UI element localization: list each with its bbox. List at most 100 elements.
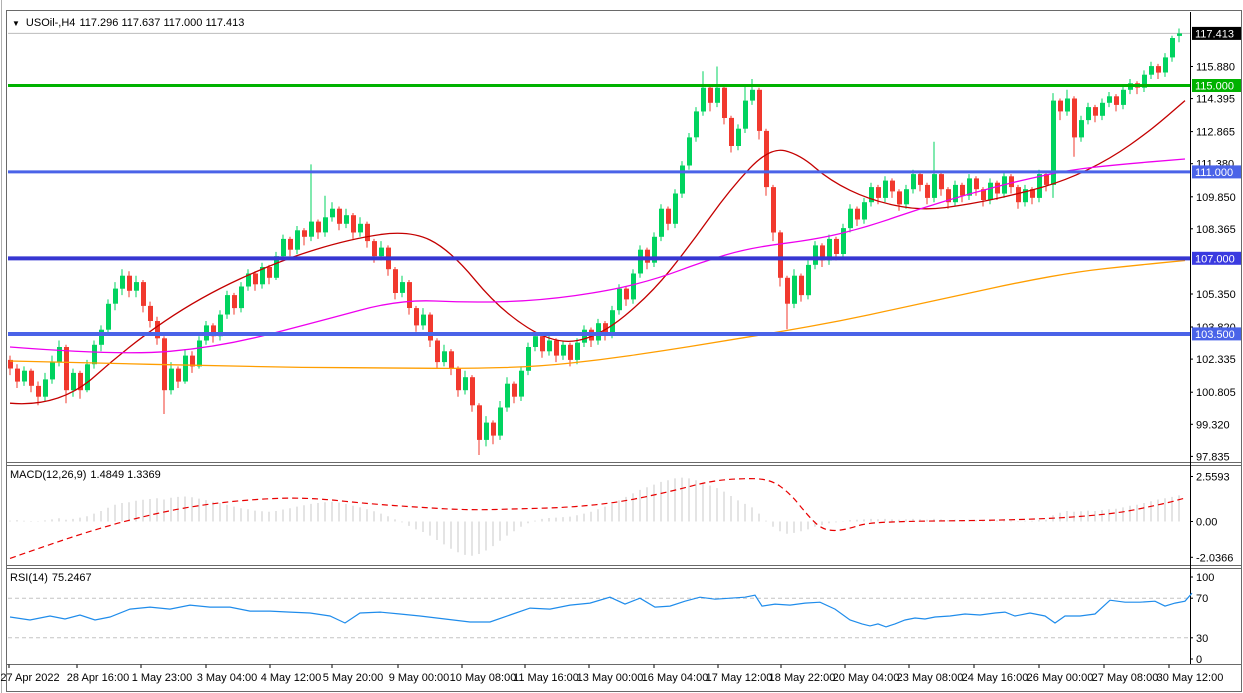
candle xyxy=(295,230,300,250)
chevron-down-icon[interactable]: ▼ xyxy=(12,19,20,28)
candle xyxy=(470,377,475,406)
price-axis-label: 97.835 xyxy=(1196,451,1230,463)
candle xyxy=(715,87,720,103)
candle xyxy=(813,245,818,265)
time-axis-label: 24 May 16:00 xyxy=(962,672,1029,684)
candle xyxy=(722,87,727,118)
candle xyxy=(1121,89,1126,105)
time-axis-label: 28 Apr 16:00 xyxy=(67,672,129,684)
candle xyxy=(554,340,559,356)
candle xyxy=(323,217,328,233)
candle xyxy=(519,370,524,397)
candle xyxy=(183,355,188,382)
candle xyxy=(1142,74,1147,88)
candle xyxy=(883,180,888,198)
time-axis-label: 13 May 00:00 xyxy=(577,672,644,684)
time-axis-label: 3 May 04:00 xyxy=(197,672,258,684)
rsi-axis-label: 0 xyxy=(1196,654,1202,666)
candle xyxy=(414,308,419,326)
candle xyxy=(379,247,384,257)
macd-name: MACD(12,26,9) xyxy=(10,469,87,481)
price-axis-tag xyxy=(1192,26,1241,40)
candle xyxy=(120,275,125,289)
candle xyxy=(967,178,972,196)
candle xyxy=(456,368,461,391)
candle xyxy=(1072,98,1077,138)
candle xyxy=(799,275,804,296)
candle xyxy=(29,370,34,386)
candle xyxy=(1114,96,1119,105)
ma-fast-red xyxy=(9,100,1186,405)
candle xyxy=(974,178,979,190)
candle xyxy=(911,174,916,190)
candle xyxy=(617,288,622,311)
time-axis-label: 17 May 12:00 xyxy=(706,672,773,684)
time-axis-label: 1 May 23:00 xyxy=(132,672,193,684)
ohlc-values: 117.296 117.637 117.000 117.413 xyxy=(79,17,245,29)
candle xyxy=(176,368,181,382)
time-axis-label: 20 May 04:00 xyxy=(833,672,900,684)
candle xyxy=(834,238,839,254)
candle xyxy=(246,273,251,287)
candle xyxy=(638,249,643,274)
candle xyxy=(127,275,132,291)
candle xyxy=(533,336,538,347)
candle xyxy=(1037,174,1042,198)
candle xyxy=(540,336,545,352)
candle xyxy=(785,277,790,304)
candle xyxy=(631,273,636,300)
candle xyxy=(218,314,223,337)
candle xyxy=(92,344,97,365)
candle xyxy=(764,130,769,188)
candle xyxy=(239,286,244,309)
price-axis-label: 115.000 xyxy=(1195,81,1234,93)
symbol-title: USOil-,H4 xyxy=(25,17,76,29)
candle xyxy=(463,377,468,391)
ma-slow-orange xyxy=(9,259,1186,370)
price-axis-label: 111.000 xyxy=(1195,167,1233,179)
candle xyxy=(841,228,846,254)
time-axis-label: 9 May 00:00 xyxy=(389,672,450,684)
candle xyxy=(659,208,664,237)
candle xyxy=(99,329,104,345)
candle xyxy=(36,385,41,397)
candle xyxy=(106,303,111,330)
candle xyxy=(939,174,944,190)
candle xyxy=(372,241,377,257)
candle xyxy=(897,191,902,205)
candle xyxy=(988,182,993,200)
candle xyxy=(757,89,762,131)
candle xyxy=(1170,38,1175,58)
candle xyxy=(421,314,426,326)
candle xyxy=(1149,66,1154,75)
candle xyxy=(64,347,69,391)
candle xyxy=(729,117,734,146)
candle xyxy=(673,193,678,224)
candle xyxy=(435,340,440,363)
candle xyxy=(1163,57,1168,73)
candle xyxy=(1100,102,1105,116)
price-axis-label: 100.805 xyxy=(1196,387,1236,399)
candle xyxy=(337,208,342,224)
time-axis-label: 26 May 00:00 xyxy=(1027,672,1094,684)
candle xyxy=(1107,96,1112,103)
candle xyxy=(820,245,825,261)
candle xyxy=(960,184,965,196)
candle xyxy=(918,174,923,185)
candle xyxy=(869,187,874,203)
candle xyxy=(596,323,601,341)
candle xyxy=(407,282,412,308)
candle xyxy=(190,355,195,367)
candle xyxy=(848,208,853,229)
candle xyxy=(694,111,699,138)
candle xyxy=(736,128,741,146)
candle xyxy=(309,221,314,237)
symbol-bar: ▼ USOil-,H4 117.296 117.637 117.000 117.41… xyxy=(12,17,244,29)
price-axis-label: 115.880 xyxy=(1196,62,1235,74)
candle xyxy=(113,288,118,304)
candle xyxy=(428,314,433,341)
candle xyxy=(680,165,685,194)
candle xyxy=(827,238,832,261)
candle xyxy=(1009,176,1014,188)
